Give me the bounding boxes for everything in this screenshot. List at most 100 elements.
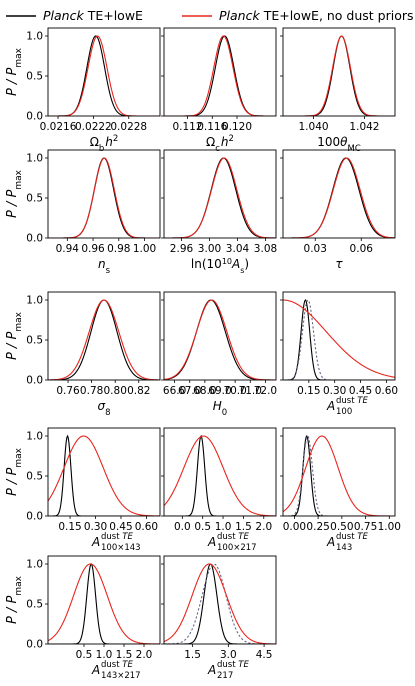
x-axis-label: A <box>91 535 100 549</box>
x-tick-label: 66.0 <box>163 385 186 397</box>
x-axis-label: H0 <box>213 399 227 418</box>
series-line-2 <box>164 435 276 516</box>
series-line-1 <box>164 35 276 116</box>
x-axis-label-sup: dust TE <box>336 532 368 542</box>
series-line-2 <box>48 157 160 238</box>
axes-frame <box>163 555 277 645</box>
curves <box>48 35 160 116</box>
y-tick-label: 0.5 <box>26 71 43 83</box>
x-tick-label: 72.0 <box>254 385 277 397</box>
y-axis-label: P / Pmax <box>5 169 24 218</box>
y-axis-label: P / Pmax <box>5 447 24 496</box>
x-tick-label: 4.5 <box>256 649 273 661</box>
y-tick-label: 0.0 <box>26 375 43 387</box>
x-tick-label: 2.0 <box>136 649 153 661</box>
x-tick-label: 0.03 <box>304 243 327 255</box>
x-axis-label: 100θMC <box>317 135 361 154</box>
axes-frame <box>163 291 277 381</box>
series-line-1 <box>48 35 160 116</box>
series-line-2 <box>283 299 395 380</box>
x-tick-label: 0.06 <box>350 243 374 255</box>
y-tick-label: 0.5 <box>26 193 43 205</box>
curves <box>48 563 160 644</box>
x-tick-label: 3.00 <box>198 243 221 255</box>
series-line-2 <box>48 35 160 116</box>
x-tick-label: 3.08 <box>254 243 277 255</box>
x-axis-label: A <box>207 663 216 677</box>
x-tick-label: 69.0 <box>208 385 231 397</box>
x-tick-label: 2.96 <box>170 243 194 255</box>
x-tick-label: 0.45 <box>109 521 132 533</box>
y-tick-label: 1.0 <box>26 153 43 165</box>
x-axis-label: ns <box>98 257 111 276</box>
panel-3-2: 66.067.068.069.070.071.072.0 H0 <box>161 291 277 418</box>
x-tick-label: 1.0 <box>215 521 232 533</box>
x-tick-label: 0.60 <box>375 385 398 397</box>
x-axis-label-sub: 100 <box>336 407 352 417</box>
legend-label: Planck TE+lowE <box>43 8 143 23</box>
series-line-1 <box>48 434 160 516</box>
series-line-2 <box>48 299 160 380</box>
x-axis-label: A <box>326 399 335 413</box>
x-tick-label: 3.04 <box>226 243 250 255</box>
axes-frame <box>282 27 396 117</box>
x-axis-label: ln(1010As) <box>191 257 249 275</box>
x-axis-label-sup: dust TE <box>101 532 133 542</box>
x-tick-label: 1.0 <box>96 649 113 661</box>
axes-frame <box>47 27 161 117</box>
panel-2-2: 2.96 3.00 3.04 3.08 ln(1010As) <box>161 149 277 275</box>
series-line-3 <box>283 299 395 378</box>
series-line-2 <box>283 157 395 238</box>
series-line-2 <box>164 299 276 380</box>
series-line-2 <box>164 563 276 644</box>
x-tick-label: 0.0222 <box>75 121 112 133</box>
curves <box>283 299 395 380</box>
axes-frame <box>47 427 161 517</box>
curves <box>48 157 160 238</box>
x-tick-label: 0.00 <box>283 521 306 533</box>
x-tick-label: 2.0 <box>255 521 272 533</box>
axes-frame <box>282 291 396 381</box>
x-tick-label: 67.0 <box>178 385 201 397</box>
series-line-1 <box>48 157 160 238</box>
axes-frame <box>163 149 277 239</box>
series-line-2 <box>164 35 276 116</box>
x-tick-label: 0.80 <box>104 385 127 397</box>
x-axis-label-sub: 143 <box>336 543 352 553</box>
x-axis-label: Ωbh2 <box>90 134 119 154</box>
panel-4-1: 0.0 0.5 1.0 0.15 0.30 0.45 0.60 A dust TE100×143… <box>5 427 161 553</box>
x-axis-label-sub: 100×143 <box>101 543 141 553</box>
x-tick-label: 68.0 <box>193 385 216 397</box>
x-axis-label-sup: dust TE <box>336 396 368 406</box>
series-line-1 <box>164 563 276 644</box>
x-tick-label: 0.112 <box>172 121 202 133</box>
series-line-1 <box>164 157 276 238</box>
x-tick-label: 0.98 <box>107 243 130 255</box>
curves <box>164 434 276 516</box>
x-tick-label: 0.78 <box>80 385 103 397</box>
x-tick-label: 0.116 <box>197 121 227 133</box>
x-tick-label: 0.15 <box>297 385 320 397</box>
legend: Planck TE+lowE Planck TE+lowE, no dust pr… <box>6 8 414 23</box>
x-tick-label: 1.5 <box>116 649 133 661</box>
x-tick-label: 0.15 <box>58 521 81 533</box>
x-tick-label: 3.0 <box>220 649 237 661</box>
x-tick-label: 1.00 <box>378 521 401 533</box>
x-tick-label: 70.0 <box>223 385 246 397</box>
y-axis-label: P / Pmax <box>5 575 24 624</box>
legend-label: Planck TE+lowE, no dust priors <box>219 8 414 23</box>
curves <box>164 35 276 116</box>
x-tick-label: 0.30 <box>323 385 346 397</box>
series-line-1 <box>283 35 395 116</box>
y-tick-label: 0.0 <box>26 639 43 651</box>
y-tick-label: 1.0 <box>26 559 43 571</box>
curves <box>283 157 395 238</box>
x-tick-label: 1.00 <box>133 243 156 255</box>
axes-frame <box>282 149 396 239</box>
x-tick-label: 0.96 <box>81 243 105 255</box>
y-axis-label: P / Pmax <box>5 311 24 360</box>
